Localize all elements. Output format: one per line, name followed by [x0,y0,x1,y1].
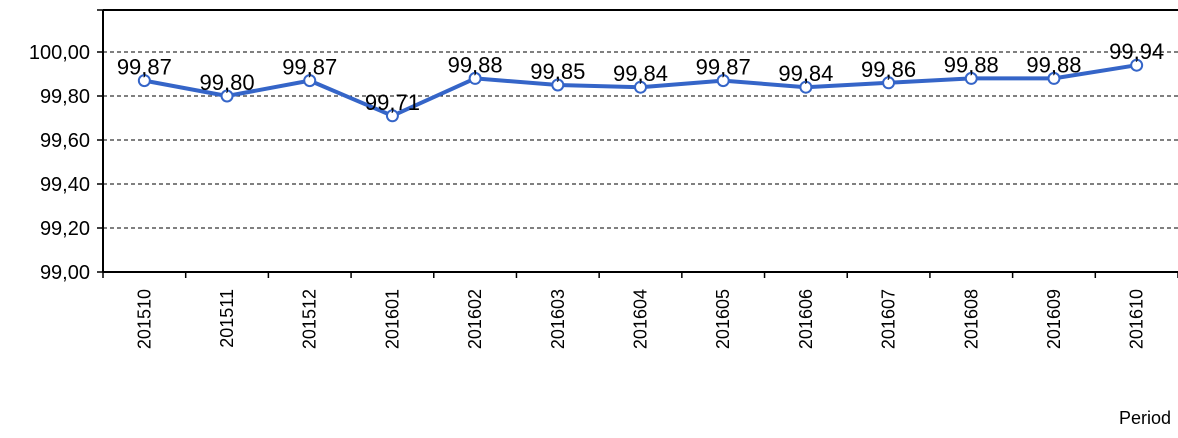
data-point [220,89,234,103]
data-point [799,80,813,94]
data-point [964,71,978,85]
data-point [882,76,896,90]
data-label: 99,88 [944,52,999,77]
x-tick-label: 201608 [961,289,981,349]
data-label: 99,87 [117,55,172,80]
data-label: 99,86 [861,57,916,82]
data-label: 99,71 [365,90,420,115]
data-label: 99,87 [282,55,337,80]
data-point [634,80,647,94]
data-label: 99,87 [696,55,751,80]
series-layer [137,58,1144,123]
axis-layer: 99,00 99,20 99,40 99,60 99,80 100,00 201510 201… [29,9,1178,349]
x-tick-label: 201607 [879,289,899,349]
y-tick-label: 99,60 [40,130,90,152]
data-label: 99,94 [1109,39,1164,64]
data-point [1047,71,1061,85]
data-label: 99,80 [200,70,255,95]
data-point [385,109,399,123]
x-tick-label: 201605 [713,289,733,349]
data-point [1130,58,1144,72]
data-label: 99,85 [530,59,585,84]
data-point [137,74,151,88]
data-label: 99,88 [448,52,503,77]
data-point [551,78,565,92]
data-point [716,74,730,88]
x-tick-label: 201511 [217,289,237,348]
data-label: 99,84 [613,61,668,86]
x-tick-label: 201601 [382,289,402,349]
y-tick-label: 99,20 [40,218,90,240]
x-tick-label: 201510 [134,289,154,349]
y-tick-label: 99,00 [40,262,90,284]
y-tick-label: 99,40 [40,174,90,196]
x-tick-label: 201604 [631,289,651,349]
x-tick-label: 201609 [1044,289,1064,349]
x-tick-label: 201610 [1127,289,1147,349]
x-tick-label: 201512 [300,289,320,349]
x-tick-label: 201606 [796,289,816,349]
data-point [303,74,317,88]
x-tick-label: 201602 [465,289,485,349]
data-label: 99,88 [1026,52,1081,77]
data-label: 99,84 [778,61,833,86]
y-tick-label: 100,00 [29,42,90,64]
y-tick-label: 99,80 [40,86,90,108]
x-tick-label: 201603 [548,289,568,349]
data-point [468,71,482,85]
x-axis-title: Period [1119,408,1171,428]
data-label-layer: 99,87 99,80 99,87 99,71 99,88 99,85 99,84 99,87… [117,39,1164,115]
